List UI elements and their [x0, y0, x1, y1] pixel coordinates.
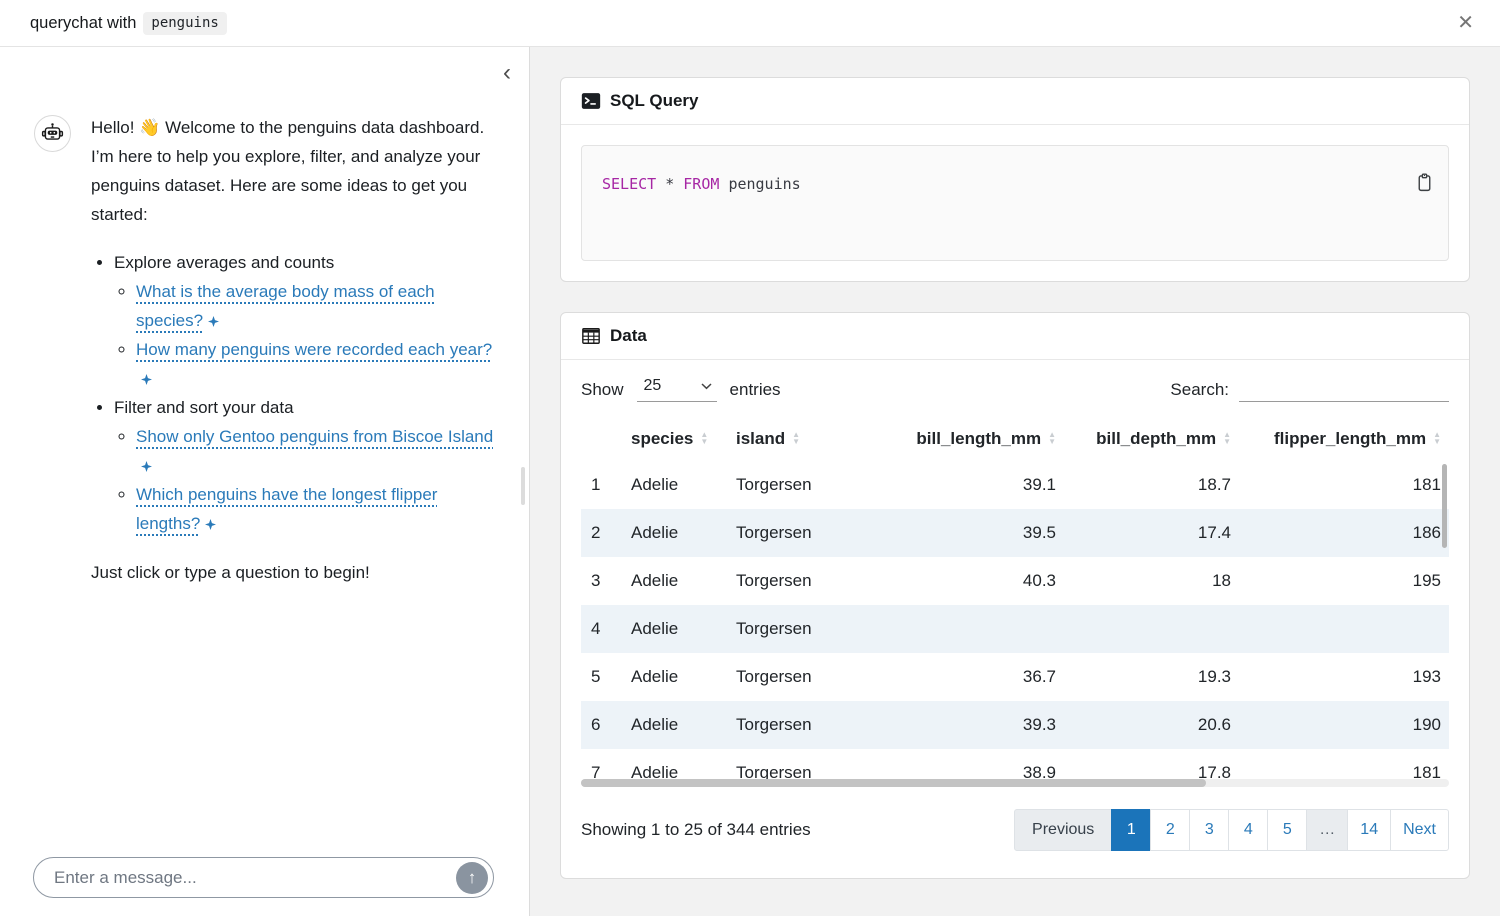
table-row: 2 Adelie Torgersen 39.5 17.4 186	[581, 509, 1449, 557]
sparkle-icon	[141, 461, 152, 472]
table-row: 4 Adelie Torgersen	[581, 605, 1449, 653]
data-table-container: species ▲ ▼ island ▲ ▼ bill_length_mm ▲ ▼ bill…	[581, 416, 1449, 788]
entries-label: entries	[729, 379, 781, 399]
chat-sidebar: ‹ Hello! 👋 Welcome to the penguins data …	[0, 47, 530, 916]
main-area: SQL Query SELECT * FROM penguins	[530, 47, 1500, 916]
table-row: 6 Adelie Torgersen 39.3 20.6 190	[581, 701, 1449, 749]
row-number-header	[581, 416, 621, 461]
clipboard-icon	[1418, 173, 1431, 192]
column-header-bill-depth[interactable]: bill_depth_mm ▲ ▼	[1096, 428, 1231, 448]
show-label: Show	[581, 379, 624, 399]
sidebar-scrollbar[interactable]	[521, 467, 525, 505]
search-label: Search:	[1170, 379, 1229, 399]
data-panel-header: Data	[561, 313, 1469, 360]
arrow-up-icon: ↑	[467, 868, 477, 887]
table-icon	[582, 328, 600, 344]
send-button[interactable]: ↑	[456, 861, 488, 894]
suggestion-link-avg-body-mass[interactable]: What is the average body mass of each sp…	[136, 282, 435, 330]
chat-greeting: Hello! 👋 Welcome to the penguins data da…	[91, 118, 485, 224]
horizontal-scrollbar-thumb[interactable]	[581, 779, 1206, 787]
sql-query-panel: SQL Query SELECT * FROM penguins	[560, 77, 1470, 282]
sql-keyword: FROM	[683, 175, 729, 193]
sort-icon: ▲ ▼	[1223, 430, 1231, 447]
suggestion-link-penguins-per-year[interactable]: How many penguins were recorded each yea…	[136, 340, 492, 388]
sort-icon: ▲ ▼	[1048, 430, 1056, 447]
title-bar: querychat with penguins ✕	[0, 0, 1500, 47]
page-length-control: Show 25 entries	[581, 377, 781, 402]
sql-panel-header: SQL Query	[561, 78, 1469, 125]
pagination-page-2[interactable]: 2	[1150, 809, 1191, 851]
column-header-island[interactable]: island ▲ ▼	[736, 428, 801, 448]
sql-panel-title: SQL Query	[610, 91, 699, 110]
bot-avatar	[34, 115, 71, 152]
pagination-previous-button[interactable]: Previous	[1014, 809, 1113, 851]
column-header-flipper-length[interactable]: flipper_length_mm ▲ ▼	[1273, 428, 1441, 448]
pagination-ellipsis: …	[1306, 809, 1349, 851]
horizontal-scrollbar[interactable]	[581, 779, 1449, 787]
chevron-left-icon: ‹	[503, 59, 511, 86]
suggestion-category: Filter and sort your data	[114, 398, 294, 417]
suggestion-link-longest-flippers[interactable]: Which penguins have the longest flipper …	[136, 485, 438, 533]
sidebar-collapse-button[interactable]: ‹	[503, 61, 511, 85]
suggestion-category: Explore averages and counts	[114, 253, 335, 272]
table-header-row: species ▲ ▼ island ▲ ▼ bill_length_mm ▲ ▼ bill…	[581, 416, 1449, 461]
sql-star: *	[665, 175, 684, 193]
pagination: Previous 1 2 3 4 5 … 14 Next	[1014, 809, 1449, 851]
column-header-species[interactable]: species ▲ ▼	[631, 428, 709, 448]
pagination-page-5[interactable]: 5	[1267, 809, 1308, 851]
data-panel: Data Show 25 entries Search:	[560, 312, 1470, 879]
table-row: 3 Adelie Torgersen 40.3 18 195	[591, 571, 1441, 590]
data-panel-title: Data	[610, 326, 647, 345]
table-row: 7 Adelie Torgersen 38.9 17.8 181	[591, 763, 1441, 782]
chat-closing: Just click or type a question to begin!	[91, 563, 370, 582]
chevron-down-icon	[701, 382, 712, 389]
sparkle-icon	[208, 316, 220, 327]
chat-input-bar: ↑	[33, 857, 494, 898]
copy-button[interactable]	[1368, 155, 1437, 213]
robot-icon	[41, 123, 64, 140]
sparkle-icon	[205, 519, 217, 530]
sort-icon: ▲ ▼	[700, 430, 709, 447]
sql-code-block: SELECT * FROM penguins	[581, 145, 1449, 261]
sort-icon: ▲ ▼	[792, 430, 801, 447]
dataset-name-chip: penguins	[143, 11, 227, 35]
chat-message: Hello! 👋 Welcome to the penguins data da…	[0, 47, 529, 587]
pagination-page-1[interactable]: 1	[1111, 809, 1152, 851]
search-input[interactable]	[1239, 377, 1449, 402]
page-size-select[interactable]: 25	[636, 377, 717, 402]
pagination-page-14[interactable]: 14	[1347, 809, 1392, 851]
pagination-next-button[interactable]: Next	[1390, 809, 1449, 851]
vertical-scrollbar[interactable]	[1442, 464, 1447, 548]
table-row: 5 Adelie Torgersen 36.7 19.3 193	[591, 667, 1441, 686]
sort-icon: ▲ ▼	[1433, 430, 1441, 447]
pagination-page-4[interactable]: 4	[1228, 809, 1269, 851]
pagination-page-3[interactable]: 3	[1189, 809, 1230, 851]
column-header-bill-length[interactable]: bill_length_mm ▲ ▼	[916, 428, 1056, 448]
sparkle-icon	[141, 374, 152, 385]
suggestion-link-gentoo-biscoe[interactable]: Show only Gentoo penguins from Biscoe Is…	[136, 427, 493, 475]
sql-keyword: SELECT	[602, 175, 666, 193]
close-icon[interactable]: ✕	[1457, 12, 1474, 34]
search-control: Search:	[1170, 377, 1449, 402]
terminal-icon	[581, 93, 601, 109]
app-title: querychat with	[30, 13, 137, 32]
table-row: 1 Adelie Torgersen 39.1 18.7 181	[591, 475, 1441, 494]
table-info: Showing 1 to 25 of 344 entries	[581, 820, 811, 839]
data-table: species ▲ ▼ island ▲ ▼ bill_length_mm ▲ ▼ bill…	[581, 416, 1449, 788]
sql-table-name: penguins	[728, 175, 801, 193]
message-input[interactable]	[52, 866, 456, 889]
